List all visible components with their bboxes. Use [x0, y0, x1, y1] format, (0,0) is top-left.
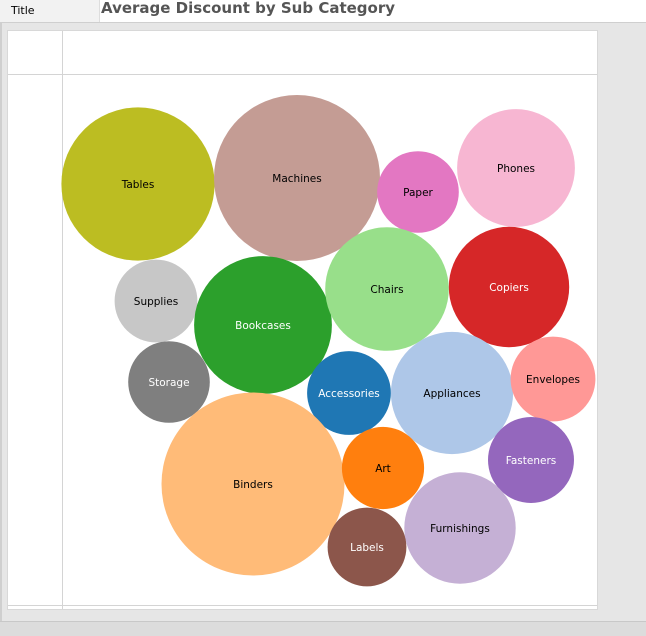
bubble-label-paper: Paper: [403, 187, 433, 199]
bubble-supplies[interactable]: [114, 259, 198, 343]
page-title: Average Discount by Sub Category: [101, 0, 396, 17]
bubble-envelopes[interactable]: [510, 336, 596, 422]
bubble-labels[interactable]: [327, 507, 407, 587]
bubble-phones[interactable]: [457, 109, 575, 227]
bubble-label-bookcases: Bookcases: [235, 320, 291, 332]
title-tab[interactable]: Title: [0, 0, 100, 22]
bubble-bookcases[interactable]: [194, 256, 332, 394]
bubble-binders[interactable]: [161, 392, 345, 576]
bubble-label-fasteners: Fasteners: [506, 455, 556, 467]
bubble-label-tables: Tables: [121, 179, 155, 191]
bubble-label-storage: Storage: [148, 377, 189, 389]
bubble-label-supplies: Supplies: [134, 296, 178, 308]
bubble-label-machines: Machines: [272, 173, 321, 185]
bubble-label-chairs: Chairs: [370, 284, 403, 296]
bubble-paper[interactable]: [377, 151, 459, 233]
bubble-label-furnishings: Furnishings: [430, 523, 490, 535]
bubble-label-phones: Phones: [497, 163, 535, 175]
chart-panel: Tables Machines Paper Phones Supplies Bookcas…: [7, 30, 598, 610]
left-divider: [0, 23, 2, 623]
bottom-scrollbar[interactable]: [0, 621, 646, 636]
bubble-fasteners[interactable]: [488, 417, 574, 503]
bubble-furnishings[interactable]: [404, 472, 516, 584]
bubble-label-accessories: Accessories: [318, 388, 380, 400]
bubble-label-labels: Labels: [350, 542, 384, 554]
bubble-label-copiers: Copiers: [489, 282, 529, 294]
bubble-label-envelopes: Envelopes: [526, 374, 580, 386]
bubble-tables[interactable]: [61, 107, 215, 261]
bubble-storage[interactable]: [128, 341, 210, 423]
bubble-copiers[interactable]: [448, 226, 570, 348]
bubble-appliances[interactable]: [390, 331, 514, 455]
header-bar: Title Average Discount by Sub Category: [0, 0, 646, 23]
bubble-label-binders: Binders: [233, 479, 273, 491]
bubble-label-appliances: Appliances: [423, 388, 480, 400]
bubble-chart: Tables Machines Paper Phones Supplies Bookcas…: [8, 31, 597, 609]
bubble-art[interactable]: [341, 426, 425, 510]
bubble-accessories[interactable]: [307, 351, 391, 435]
bubble-machines[interactable]: [214, 95, 380, 261]
bubble-label-art: Art: [375, 463, 391, 475]
bubble-chairs[interactable]: [325, 227, 449, 351]
